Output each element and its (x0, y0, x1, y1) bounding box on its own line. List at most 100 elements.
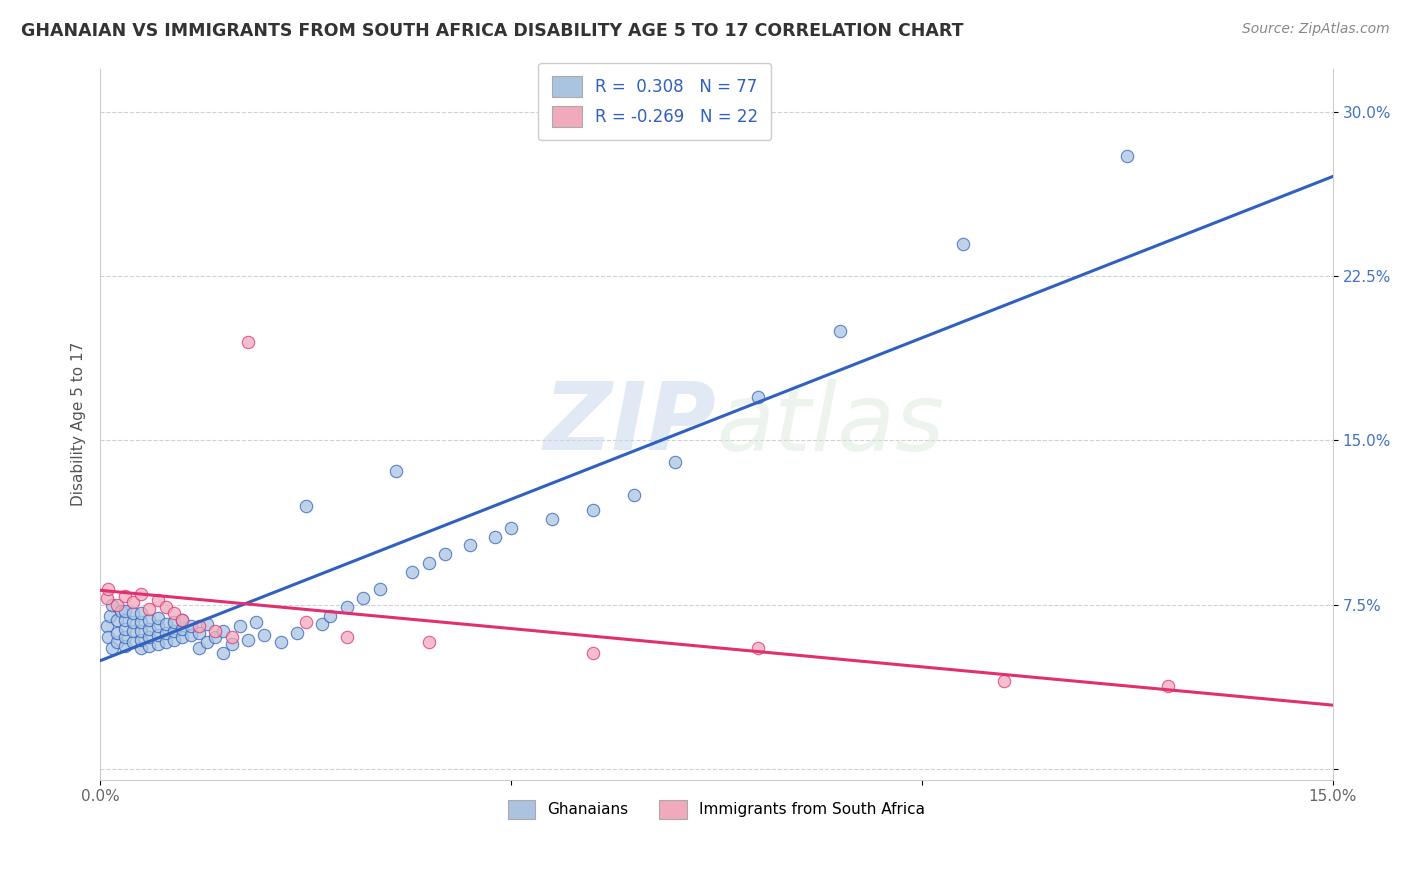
Point (155, 617, 177, 632)
Point (146, 593, 169, 607)
Y-axis label: Disability Age 5 to 17: Disability Age 5 to 17 (72, 342, 86, 506)
Point (418, 556, 440, 570)
Point (221, 637, 243, 651)
Point (122, 595, 145, 609)
Point (582, 503, 605, 517)
Point (401, 565, 423, 579)
Point (96, 619, 118, 633)
Point (138, 602, 160, 616)
Point (385, 464, 408, 478)
Point (98, 608, 121, 623)
Point (163, 607, 186, 621)
Point (114, 631, 136, 645)
Point (418, 634, 440, 648)
Point (105, 626, 128, 640)
Point (114, 604, 136, 618)
Point (155, 634, 177, 648)
Point (458, 539, 481, 553)
Point (122, 615, 145, 629)
Point (172, 613, 194, 627)
Point (336, 631, 359, 645)
Point (270, 634, 292, 648)
Point (1157, 679, 1180, 693)
Point (747, 641, 769, 656)
Point (146, 610, 169, 624)
Point (253, 628, 276, 642)
Point (187, 641, 209, 656)
Point (163, 615, 186, 629)
Point (180, 619, 202, 633)
Point (212, 624, 235, 638)
Point (1116, 149, 1139, 163)
Point (155, 599, 177, 614)
Point (204, 631, 226, 645)
Point (352, 591, 374, 605)
Point (138, 631, 160, 645)
Point (129, 615, 152, 629)
Point (319, 608, 342, 623)
Point (122, 624, 145, 638)
Point (541, 512, 564, 526)
Point (747, 390, 769, 404)
Text: GHANAIAN VS IMMIGRANTS FROM SOUTH AFRICA DISABILITY AGE 5 TO 17 CORRELATION CHAR: GHANAIAN VS IMMIGRANTS FROM SOUTH AFRICA… (21, 22, 963, 40)
Point (105, 598, 128, 612)
Point (311, 617, 333, 632)
Point (163, 624, 186, 638)
Point (129, 632, 152, 647)
Point (229, 619, 252, 633)
Point (434, 547, 457, 561)
Text: atlas: atlas (717, 378, 945, 469)
Point (138, 639, 160, 653)
Point (623, 488, 645, 502)
Point (172, 631, 194, 645)
Point (221, 631, 243, 645)
Point (129, 587, 152, 601)
Point (96, 591, 118, 605)
Point (236, 334, 259, 349)
Point (114, 639, 136, 653)
Point (101, 598, 124, 612)
Point (484, 530, 506, 544)
Point (114, 589, 136, 603)
Point (122, 634, 145, 648)
Point (129, 624, 152, 638)
Point (180, 628, 202, 642)
Point (236, 632, 259, 647)
Point (187, 619, 209, 633)
Point (155, 626, 177, 640)
Point (664, 455, 686, 469)
Point (110, 604, 132, 618)
Point (172, 613, 194, 627)
Legend: Ghanaians, Immigrants from South Africa: Ghanaians, Immigrants from South Africa (502, 794, 931, 825)
Point (97, 631, 120, 645)
Point (285, 626, 308, 640)
Point (368, 582, 391, 597)
Point (212, 646, 235, 660)
Point (828, 324, 851, 338)
Point (101, 641, 124, 656)
Text: Source: ZipAtlas.com: Source: ZipAtlas.com (1241, 22, 1389, 37)
Point (146, 628, 169, 642)
Point (195, 617, 218, 632)
Point (336, 599, 359, 614)
Point (114, 622, 136, 636)
Point (294, 499, 316, 513)
Point (146, 619, 169, 633)
Point (204, 624, 226, 638)
Point (195, 634, 218, 648)
Point (114, 613, 136, 627)
Point (245, 615, 267, 629)
Point (499, 521, 522, 535)
Point (97, 582, 120, 597)
Point (187, 626, 209, 640)
Point (122, 607, 145, 621)
Point (993, 674, 1015, 689)
Point (138, 622, 160, 636)
Point (172, 622, 194, 636)
Point (146, 637, 169, 651)
Point (129, 607, 152, 621)
Point (105, 613, 128, 627)
Point (138, 613, 160, 627)
Point (952, 236, 974, 251)
Point (129, 641, 152, 656)
